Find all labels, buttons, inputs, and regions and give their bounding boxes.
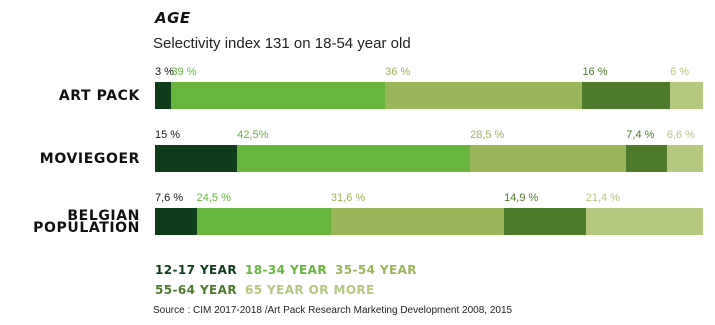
row-label-line: BELGIAN bbox=[67, 207, 140, 224]
bar-segment bbox=[196, 208, 331, 235]
data-label: 24,5 % bbox=[196, 192, 231, 204]
data-label: 31,6 % bbox=[330, 192, 366, 204]
bar-segment bbox=[585, 208, 703, 235]
bar-segment bbox=[670, 82, 703, 109]
bar-segment bbox=[385, 82, 583, 109]
legend-item: 65 YEAR OR MORE bbox=[244, 283, 375, 297]
legend-row: 12-17 YEAR 18-34 YEAR 35-54 YEAR bbox=[155, 263, 425, 277]
data-label: 21,4 % bbox=[585, 192, 620, 204]
bar-segment bbox=[626, 145, 667, 172]
bar-segment bbox=[155, 208, 197, 235]
data-label: 3 % bbox=[155, 66, 174, 78]
data-label: 15 % bbox=[155, 129, 181, 141]
row-label: MOVIEGOER bbox=[0, 150, 140, 167]
data-label: 7,6 % bbox=[155, 192, 184, 204]
bar-segment bbox=[171, 82, 386, 109]
source-note: Source : CIM 2017-2018 /Art Pack Researc… bbox=[153, 305, 513, 316]
data-label: 16 % bbox=[582, 66, 608, 78]
row-label-line: ART PACK bbox=[58, 87, 140, 104]
bar-segment bbox=[666, 145, 703, 172]
row-label: BELGIAN POPULATION bbox=[0, 207, 140, 236]
bar-segment bbox=[330, 208, 505, 235]
row-label-line: MOVIEGOER bbox=[39, 150, 140, 167]
row-label: ART PACK bbox=[0, 87, 140, 104]
data-label: 6,6 % bbox=[666, 129, 695, 141]
bar-segment bbox=[470, 145, 627, 172]
legend-item: 18-34 YEAR bbox=[244, 263, 327, 277]
bar-segment bbox=[504, 208, 586, 235]
data-label: 36 % bbox=[385, 66, 411, 78]
bar-segment bbox=[582, 82, 671, 109]
data-label: 39 % bbox=[171, 66, 197, 78]
bar-segment bbox=[155, 145, 238, 172]
data-label: 42,5% bbox=[237, 129, 269, 141]
bar-segment bbox=[155, 82, 172, 109]
chart-title: AGE bbox=[155, 9, 191, 27]
data-label: 7,4 % bbox=[626, 129, 655, 141]
row-label-line: POPULATION bbox=[33, 219, 140, 236]
data-label: 28,5 % bbox=[470, 129, 505, 141]
legend-item: 12-17 YEAR bbox=[155, 263, 237, 277]
data-label: 6 % bbox=[670, 66, 690, 78]
legend-item: 35-54 YEAR bbox=[334, 263, 417, 277]
bar-segment bbox=[237, 145, 471, 172]
legend-row: 55-64 YEAR 65 YEAR OR MORE bbox=[155, 283, 383, 297]
chart-subtitle: Selectivity index 131 on 18-54 year old bbox=[153, 35, 411, 52]
legend-item: 55-64 YEAR bbox=[155, 283, 237, 297]
data-label: 14,9 % bbox=[504, 192, 539, 204]
